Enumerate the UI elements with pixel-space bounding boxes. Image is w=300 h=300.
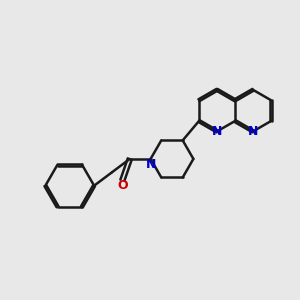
Text: N: N (146, 158, 156, 171)
Text: N: N (248, 125, 258, 138)
Text: O: O (117, 179, 128, 192)
Text: N: N (212, 125, 222, 138)
